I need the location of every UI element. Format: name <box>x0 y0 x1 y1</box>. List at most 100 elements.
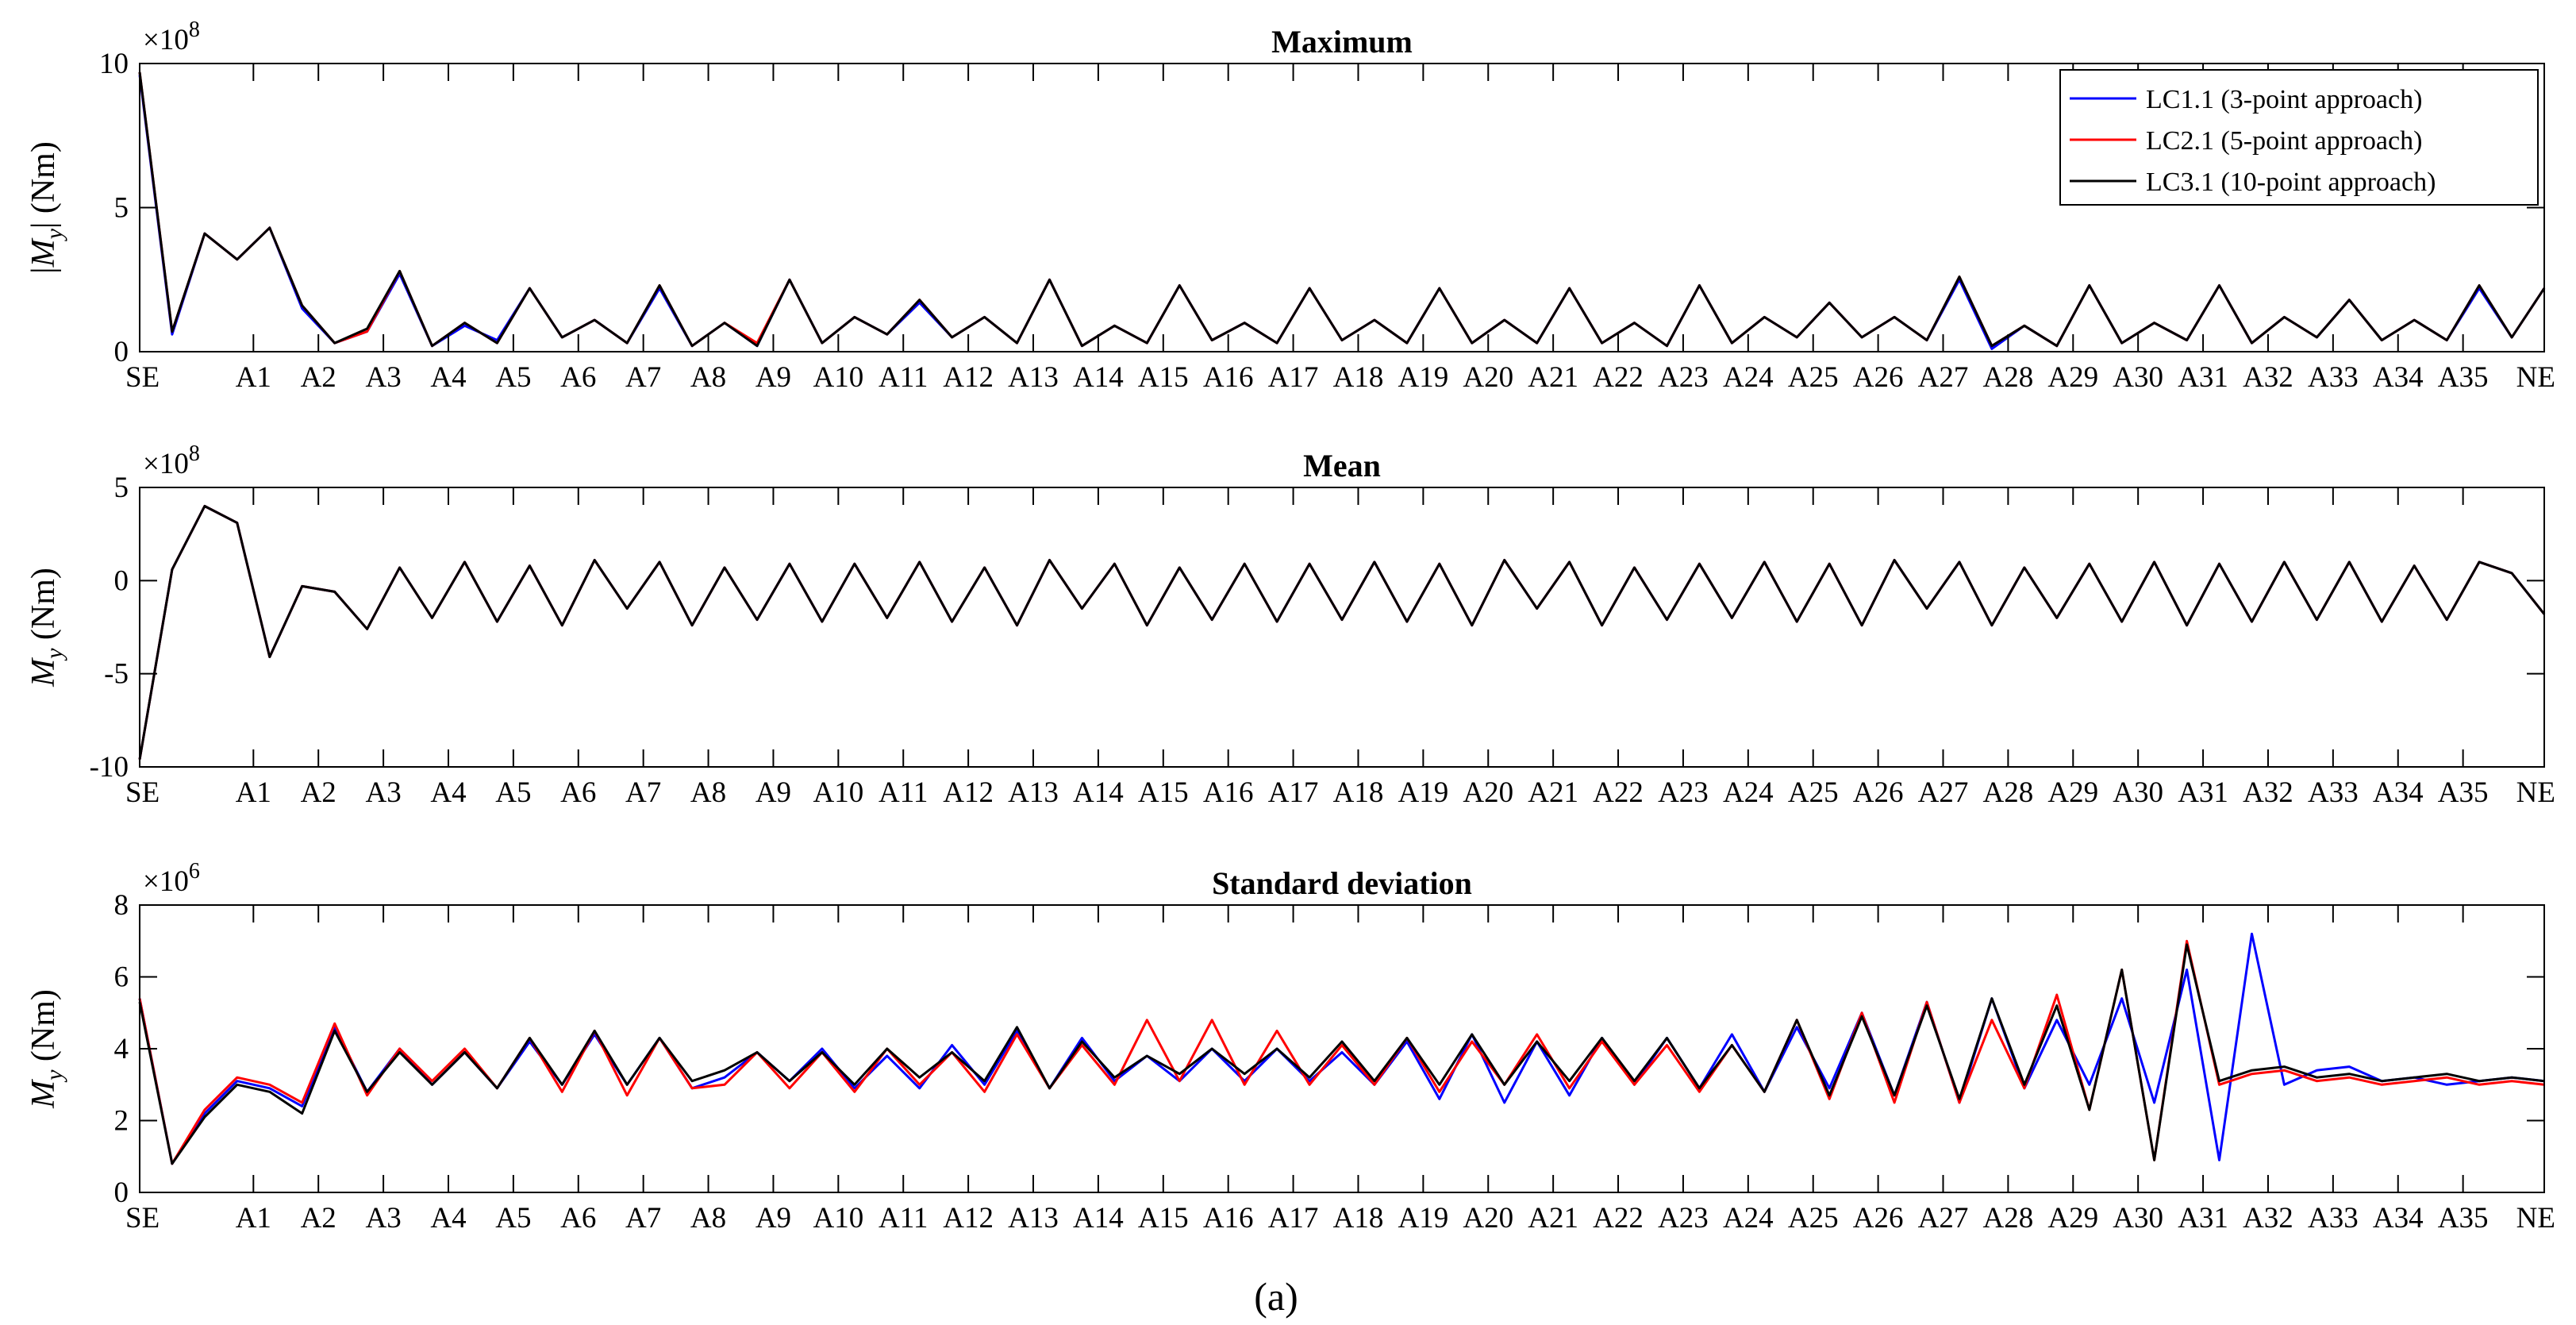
x-tick-label: A20 <box>1463 776 1513 809</box>
x-tick-label: A1 <box>236 361 271 394</box>
x-tick-label: A11 <box>879 776 928 809</box>
x-tick-label: A23 <box>1658 1202 1709 1234</box>
x-tick-label: A29 <box>2047 1202 2098 1234</box>
x-tick-label: A25 <box>1788 361 1839 394</box>
x-tick-label: A4 <box>430 776 466 809</box>
y-tick-label: 0 <box>114 564 129 597</box>
y-axis-label: My (Nm) <box>25 568 67 688</box>
x-tick-label: SE <box>125 776 160 809</box>
x-tick-label: A24 <box>1723 361 1774 394</box>
x-tick-label: A18 <box>1333 776 1384 809</box>
x-tick-label: A32 <box>2243 1202 2293 1234</box>
x-tick-label: A6 <box>560 1202 596 1234</box>
x-tick-label: A16 <box>1203 776 1254 809</box>
x-tick-label: A17 <box>1268 1202 1319 1234</box>
axes-box <box>139 904 2545 1193</box>
y-tick-label: 5 <box>114 192 129 225</box>
x-tick-label: NE <box>2516 1202 2555 1234</box>
x-tick-label: NE <box>2516 776 2555 809</box>
x-tick-label: A15 <box>1138 1202 1189 1234</box>
y-tick-label: 6 <box>114 961 129 994</box>
y-tick-label: 0 <box>114 336 129 368</box>
legend-label-2: LC2.1 (5-point approach) <box>2146 126 2422 156</box>
x-tick-label: A29 <box>2047 776 2098 809</box>
x-tick-label: A10 <box>813 1202 863 1234</box>
x-tick-label: A23 <box>1658 776 1709 809</box>
x-tick-label: A14 <box>1073 361 1124 394</box>
legend: LC1.1 (3-point approach) LC2.1 (5-point a… <box>2059 69 2539 206</box>
panel-title: Mean <box>1303 448 1381 483</box>
x-tick-label: A30 <box>2113 1202 2163 1234</box>
x-tick-label: SE <box>125 361 160 394</box>
x-tick-label: A34 <box>2373 1202 2424 1234</box>
x-tick-label: A26 <box>1853 776 1904 809</box>
x-tick-label: A29 <box>2047 361 2098 394</box>
x-tick-label: A32 <box>2243 776 2293 809</box>
y-axis-label: |My| (Nm) <box>25 141 67 274</box>
x-tick-label: A11 <box>879 1202 928 1234</box>
y-axis-label: My (Nm) <box>25 989 67 1109</box>
figure-caption: (a) <box>1254 1274 1298 1319</box>
x-tick-label: A12 <box>943 361 994 394</box>
x-tick-label: A22 <box>1593 1202 1644 1234</box>
x-tick-label: A26 <box>1853 361 1904 394</box>
x-tick-label: A34 <box>2373 776 2424 809</box>
x-tick-label: A33 <box>2308 1202 2359 1234</box>
y-tick-label: 0 <box>114 1177 129 1209</box>
panel-title: Standard deviation <box>1212 865 1472 901</box>
x-tick-label: A12 <box>943 776 994 809</box>
x-tick-label: A21 <box>1528 361 1578 394</box>
x-tick-label: A20 <box>1463 1202 1513 1234</box>
x-tick-label: A30 <box>2113 776 2163 809</box>
y-exponent: ×106 <box>143 859 200 898</box>
y-tick-label: 2 <box>114 1105 129 1138</box>
x-tick-label: A9 <box>755 361 791 394</box>
x-tick-label: A34 <box>2373 361 2424 394</box>
y-tick-label: -5 <box>104 658 129 691</box>
x-tick-label: A14 <box>1073 776 1124 809</box>
x-tick-label: A28 <box>1983 361 2034 394</box>
series-line-1 <box>138 505 2546 760</box>
x-tick-label: A9 <box>755 776 791 809</box>
x-tick-label: A26 <box>1853 1202 1904 1234</box>
axes-box <box>139 487 2545 768</box>
y-tick-label: 4 <box>114 1033 129 1065</box>
x-tick-label: A19 <box>1398 1202 1448 1234</box>
x-tick-label: A33 <box>2308 776 2359 809</box>
x-tick-label: A22 <box>1593 361 1644 394</box>
x-tick-label: A13 <box>1008 1202 1059 1234</box>
x-tick-label: A6 <box>560 361 596 394</box>
x-tick-label: A6 <box>560 776 596 809</box>
x-tick-label: A15 <box>1138 361 1189 394</box>
x-tick-label: A23 <box>1658 361 1709 394</box>
y-tick-label: 5 <box>114 472 129 504</box>
x-tick-label: A11 <box>879 361 928 394</box>
x-tick-label: A18 <box>1333 361 1384 394</box>
series-line-3 <box>138 505 2546 760</box>
x-tick-label: A5 <box>495 1202 531 1234</box>
panel-1: Maximum 0 5 10 SE A1 A2 A3 A4 A5 A6 A7 A8 A9 A10 A11 A12… <box>25 17 2555 394</box>
x-tick-label: A9 <box>755 1202 791 1234</box>
x-tick-label: A13 <box>1008 776 1059 809</box>
x-tick-label: A25 <box>1788 776 1839 809</box>
x-tick-label: A2 <box>301 361 336 394</box>
x-tick-label: A35 <box>2438 361 2489 394</box>
x-tick-label: A17 <box>1268 361 1319 394</box>
x-tick-label: A16 <box>1203 361 1254 394</box>
legend-label-3: LC3.1 (10-point approach) <box>2146 168 2436 197</box>
x-tick-label: A7 <box>625 776 661 809</box>
panel-2: Mean -10 -5 0 5 SE A1 A2 A3 A4 A5 A6 A7 A8 A9 A10 A11 A12… <box>25 441 2555 809</box>
x-tick-label: A15 <box>1138 776 1189 809</box>
x-tick-label: A31 <box>2178 1202 2228 1234</box>
x-tick-label: A30 <box>2113 361 2163 394</box>
x-tick-label: A28 <box>1983 1202 2034 1234</box>
x-tick-label: A5 <box>495 776 531 809</box>
x-tick-label: A27 <box>1918 776 1969 809</box>
y-tick-label: -10 <box>90 751 129 784</box>
x-tick-label: A14 <box>1073 1202 1124 1234</box>
x-tick-label: A8 <box>690 1202 726 1234</box>
x-tick-label: A18 <box>1333 1202 1384 1234</box>
x-tick-label: NE <box>2516 361 2555 394</box>
x-tick-label: A1 <box>236 1202 271 1234</box>
